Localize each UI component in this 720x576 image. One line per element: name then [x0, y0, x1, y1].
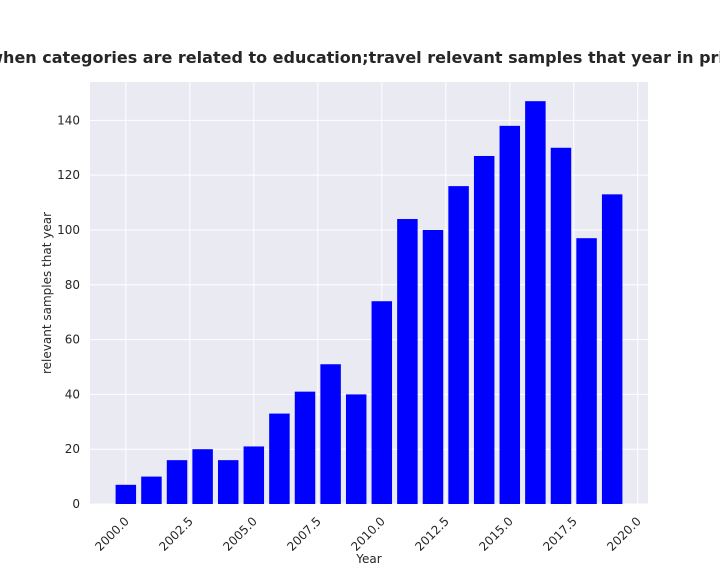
x-axis-ticks: 2000.0 2002.5 2005.0 2007.5 2010.0 2012.5 2015…: [92, 514, 644, 554]
x-tick-label: 2015.0: [476, 514, 516, 554]
bar: [269, 413, 290, 504]
x-tick-label: 2000.0: [92, 514, 132, 554]
x-tick-label: 2002.5: [156, 514, 196, 554]
chart-title: Number of samples when categories are re…: [0, 48, 720, 67]
x-tick-label: 2005.0: [220, 514, 260, 554]
y-tick-label: 120: [57, 168, 80, 182]
y-tick-label: 80: [65, 278, 80, 292]
bar: [601, 194, 623, 504]
bar: [192, 449, 213, 504]
bar: [550, 147, 572, 504]
y-tick-label: 100: [57, 223, 80, 237]
y-tick-label: 20: [65, 442, 80, 456]
y-axis-ticks: 0 20 40 60 80 100 120 140: [57, 113, 80, 511]
bar: [525, 101, 546, 504]
x-tick-label: 2012.5: [412, 514, 452, 554]
x-axis-label: Year: [355, 552, 381, 566]
y-tick-label: 0: [72, 497, 80, 511]
x-tick-label: 2010.0: [348, 514, 388, 554]
bar: [448, 186, 469, 504]
x-tick-label: 2020.0: [604, 514, 644, 554]
y-tick-label: 40: [65, 387, 80, 401]
plot-area: [90, 82, 648, 505]
bar: [499, 125, 521, 505]
y-tick-label: 60: [65, 333, 80, 347]
bar: [397, 219, 418, 504]
bar: [166, 460, 188, 504]
bar: [345, 394, 367, 504]
x-tick-label: 2017.5: [540, 514, 580, 554]
bar: [141, 476, 162, 504]
bar: [576, 238, 597, 504]
bar: [294, 391, 316, 504]
bar: [115, 484, 137, 504]
y-tick-label: 140: [57, 113, 80, 127]
x-tick-label: 2007.5: [284, 514, 324, 554]
bar: [217, 460, 239, 504]
bar: [320, 364, 341, 504]
y-axis-label: relevant samples that year: [40, 212, 54, 374]
bar: [371, 301, 393, 504]
bar: [422, 229, 444, 504]
bar: [473, 155, 495, 505]
bars: [115, 101, 623, 505]
bar: [243, 446, 265, 504]
